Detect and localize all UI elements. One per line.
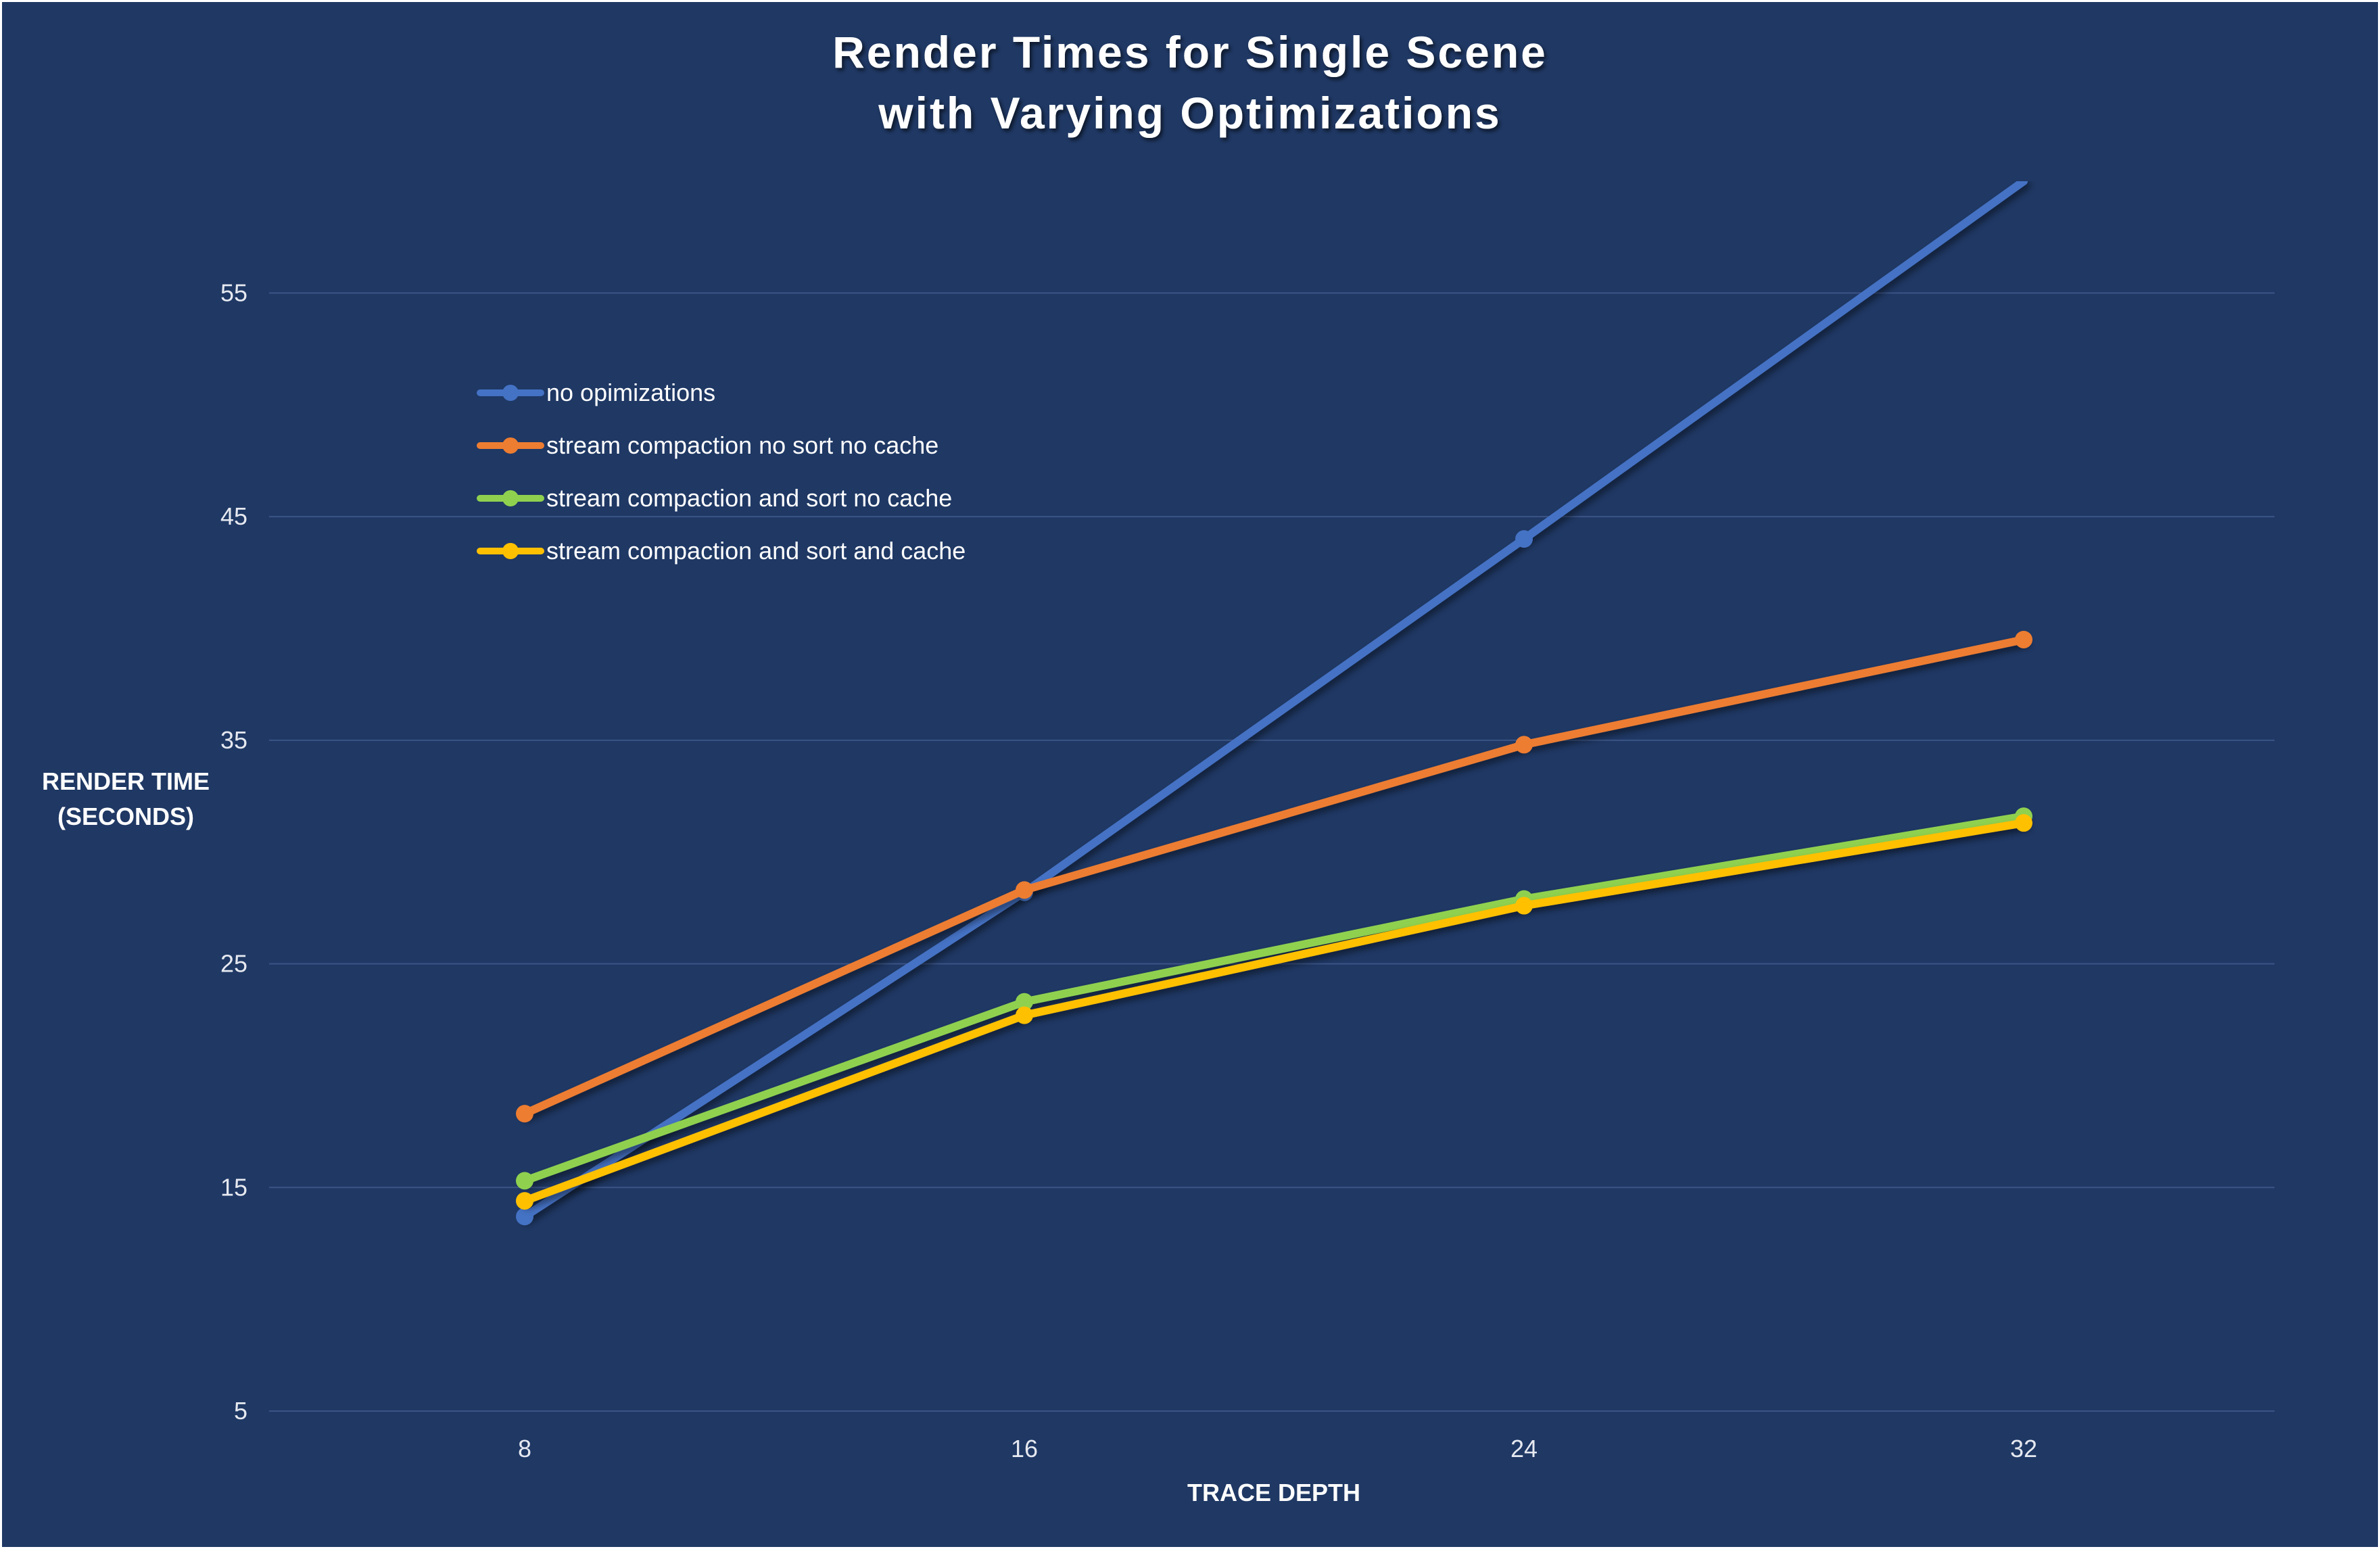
series-3-point-16 — [1016, 993, 1033, 1011]
chart-title-line-1: Render Times for Single Scene — [832, 27, 1548, 77]
x-axis-title: TRACE DEPTH — [1187, 1479, 1360, 1506]
y-axis-title-line-2: (SECONDS) — [57, 803, 194, 830]
x-tick-label-24: 24 — [1510, 1435, 1538, 1462]
series-2-point-32 — [2015, 630, 2032, 648]
series-4-point-16 — [1016, 1006, 1033, 1024]
y-tick-label-25: 25 — [220, 950, 247, 978]
series-line-1 — [521, 181, 2028, 1221]
series-1-point-24 — [1515, 530, 1533, 548]
legend-label-2: stream compaction no sort no cache — [546, 431, 938, 459]
plot-area — [516, 181, 2032, 1226]
series-line-4 — [521, 819, 2028, 1206]
series-2-point-16 — [1016, 881, 1033, 899]
series-2-point-24 — [1515, 736, 1533, 754]
series-4-point-32 — [2015, 814, 2032, 832]
chart-title-line-2: with Varying Optimizations — [878, 88, 1501, 138]
x-axis-ticks: 8 16 24 32 — [518, 1435, 2037, 1462]
series-2-point-8 — [516, 1105, 533, 1123]
y-tick-label-45: 45 — [220, 502, 247, 530]
y-tick-label-35: 35 — [220, 726, 247, 754]
legend-swatch-marker-1 — [502, 385, 519, 401]
y-axis-ticks: 5 15 25 35 45 55 — [220, 279, 247, 1425]
series-line-2 — [521, 635, 2028, 1118]
series-2 — [516, 630, 2032, 1123]
series-line-3 — [521, 812, 2028, 1185]
legend-label-1: no opimizations — [546, 379, 715, 406]
x-tick-label-32: 32 — [2010, 1435, 2037, 1462]
legend-swatch-marker-3 — [502, 490, 519, 506]
legend-swatch-marker-4 — [502, 543, 519, 559]
series-3-point-8 — [516, 1172, 533, 1190]
series-4-point-24 — [1515, 897, 1533, 915]
y-tick-label-15: 15 — [220, 1173, 247, 1201]
series-4 — [516, 814, 2032, 1210]
x-tick-label-8: 8 — [518, 1435, 531, 1462]
legend: no opimizations stream compaction no sort… — [477, 379, 966, 565]
series-4-point-8 — [516, 1192, 533, 1210]
legend-swatch-marker-2 — [502, 437, 519, 454]
legend-label-3: stream compaction and sort no cache — [546, 484, 952, 512]
x-tick-label-16: 16 — [1011, 1435, 1038, 1462]
legend-label-4: stream compaction and sort and cache — [546, 537, 966, 565]
y-tick-label-55: 55 — [220, 279, 247, 306]
y-axis-title-line-1: RENDER TIME — [42, 767, 210, 795]
y-tick-label-5: 5 — [234, 1397, 247, 1425]
series-1-point-8 — [516, 1208, 533, 1226]
